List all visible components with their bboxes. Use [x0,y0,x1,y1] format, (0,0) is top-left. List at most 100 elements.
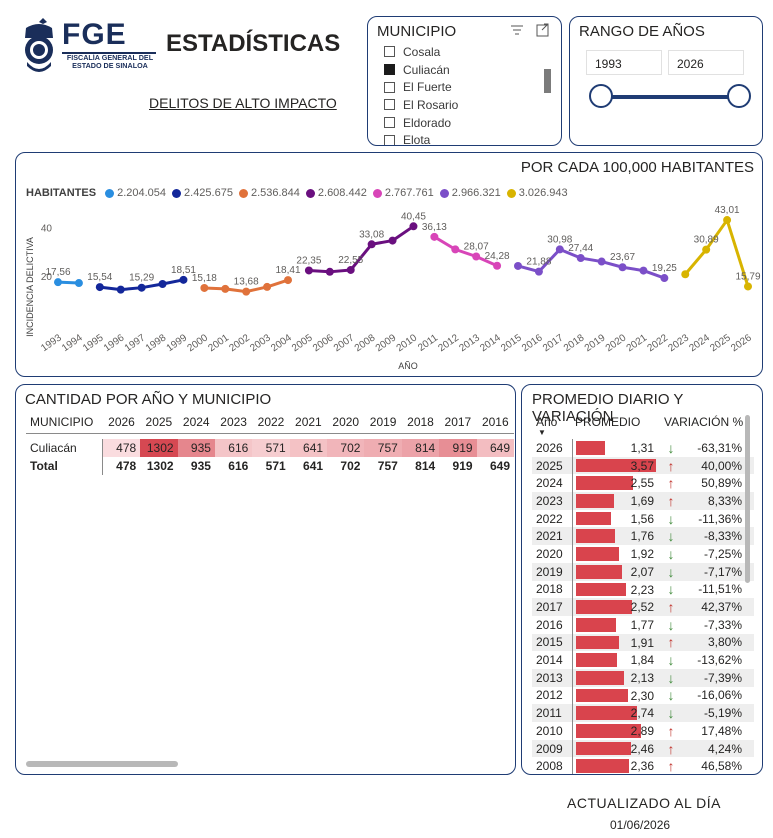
average-row[interactable]: 2025 3,57 ↑ 40,00% [532,456,754,475]
matrix-col-year[interactable]: 2023 [214,411,253,434]
average-value: 1,76 [630,529,654,544]
arrow-down-icon: ↓ [667,439,675,456]
matrix-col-year[interactable]: 2016 [476,411,514,434]
col-variation-header[interactable]: VARIACIÓN % [664,415,744,429]
average-row[interactable]: 2023 1,69 ↑ 8,33% [532,492,754,510]
municipio-option[interactable]: Culiacán [384,61,544,79]
average-value: 2,13 [630,670,654,685]
matrix-horizontal-scrollbar[interactable] [26,761,178,767]
average-bar [576,547,620,561]
legend-item[interactable]: 2.966.321 [439,187,501,199]
average-year: 2021 [536,529,563,544]
average-bar-cell: 1,92 [572,545,656,563]
average-row[interactable]: 2009 2,46 ↑ 4,24% [532,739,754,758]
checkbox[interactable] [384,99,395,111]
year-from-handle[interactable] [589,84,613,108]
average-row[interactable]: 2014 1,84 ↓ -13,62% [532,651,754,669]
average-year: 2015 [536,635,563,650]
x-tick-label: 1998 [144,332,169,354]
matrix-col-year[interactable]: 2018 [401,411,440,434]
matrix-col-year[interactable]: 2020 [327,411,365,434]
data-point [158,280,167,289]
x-tick-label: 2011 [416,332,440,354]
x-tick-label: 2014 [478,332,503,354]
matrix-col-year[interactable]: 2017 [439,411,477,434]
variation-value: -7,39% [703,670,742,685]
average-row[interactable]: 2026 1,31 ↓ -63,31% [532,439,754,457]
checkbox[interactable] [384,117,395,129]
data-label: 15,18 [192,273,217,284]
average-row[interactable]: 2018 2,23 ↓ -11,51% [532,580,754,599]
col-year-header[interactable]: Año ▼ [536,415,557,437]
average-bar-cell: 2,55 [572,474,656,493]
checkbox[interactable] [384,134,395,145]
col-average-header[interactable]: PROMEDIO [575,415,641,429]
year-to-handle[interactable] [727,84,751,108]
average-row[interactable]: 2012 2,30 ↓ -16,06% [532,686,754,705]
legend-label: 2.536.844 [250,187,300,199]
legend-item[interactable]: 2.425.675 [172,187,233,199]
legend-item[interactable]: 2.767.761 [372,187,434,199]
municipio-option[interactable]: Elota [384,131,544,145]
matrix-cell: 935 [177,439,215,457]
matrix-col-year[interactable]: 2026 [102,411,141,434]
data-point [284,276,292,285]
matrix-cell: 478 [102,439,141,457]
checkbox[interactable] [384,64,395,76]
arrow-up-icon: ↑ [667,599,675,616]
matrix-total-cell: 641 [303,459,324,473]
year-from-input[interactable]: 1993 [586,50,662,75]
average-bar [576,759,629,774]
x-tick-label: 2005 [290,332,315,354]
average-row[interactable]: 2010 2,89 ↑ 17,48% [532,722,754,740]
matrix-col-year[interactable]: 2021 [289,411,328,434]
report-link[interactable]: DELITOS DE ALTO IMPACTO [149,95,337,111]
average-row[interactable]: 2011 2,74 ↓ -5,19% [532,704,754,722]
municipio-option[interactable]: Eldorado [384,114,544,132]
matrix-col-year[interactable]: 2019 [364,411,402,434]
arrow-up-icon: ↑ [667,457,675,474]
focus-mode-icon[interactable] [536,23,549,37]
municipio-title: MUNICIPIO [377,23,457,40]
average-row[interactable]: 2022 1,56 ↓ -11,36% [532,509,754,528]
variation-value: 40,00% [701,458,742,473]
legend-item[interactable]: 2.608.442 [305,187,367,199]
average-value: 1,91 [630,635,654,650]
matrix-cell: 757 [364,439,402,457]
municipio-option[interactable]: El Rosario [384,96,544,114]
average-row[interactable]: 2008 2,36 ↑ 46,58% [532,757,754,774]
municipio-option[interactable]: El Fuerte [384,78,544,96]
average-row[interactable]: 2021 1,76 ↓ -8,33% [532,527,754,546]
data-point [54,278,62,287]
average-row[interactable]: 2019 2,07 ↓ -7,17% [532,562,754,581]
year-range-track[interactable] [600,95,740,99]
year-to-input[interactable]: 2026 [668,50,744,75]
matrix-col-year[interactable]: 2022 [252,411,290,434]
average-row[interactable]: 2015 1,91 ↑ 3,80% [532,633,754,652]
average-value: 1,31 [630,441,654,455]
municipio-scrollbar[interactable] [544,69,551,93]
legend-item[interactable]: 3.026.943 [506,187,568,199]
matrix-col-year[interactable]: 2025 [140,411,178,434]
variation-value: -13,62% [697,653,742,668]
average-row[interactable]: 2020 1,92 ↓ -7,25% [532,545,754,563]
filter-icon[interactable] [511,25,523,35]
average-row[interactable]: 2016 1,77 ↓ -7,33% [532,615,754,634]
average-row[interactable]: 2017 2,52 ↑ 42,37% [532,598,754,616]
legend-item[interactable]: 2.536.844 [238,187,300,199]
average-row[interactable]: 2024 2,55 ↑ 50,89% [532,474,754,493]
average-vertical-scrollbar[interactable] [745,415,750,583]
matrix-col-municipio[interactable]: MUNICIPIO [26,411,103,434]
average-year: 2023 [536,493,563,508]
municipio-slicer[interactable]: MUNICIPIO Cosala Culiacán El Fuerte El Rosa… [367,16,562,146]
municipio-option[interactable]: Cosala [384,43,544,61]
variation-value: -5,19% [703,706,742,721]
matrix-col-year[interactable]: 2024 [177,411,215,434]
legend-item[interactable]: 2.204.054 [105,187,166,199]
checkbox[interactable] [384,46,395,58]
matrix-row[interactable]: Culiacán 478 1302 935 616 571 641 702 757 814 919 6… [26,439,514,457]
checkbox[interactable] [384,81,395,93]
average-rows: 2026 1,31 ↓ -63,31% 2025 3,57 ↑ 40,00% 2024 2,55 ↑… [532,439,754,774]
average-row[interactable]: 2013 2,13 ↓ -7,39% [532,668,754,687]
data-point [116,285,125,294]
